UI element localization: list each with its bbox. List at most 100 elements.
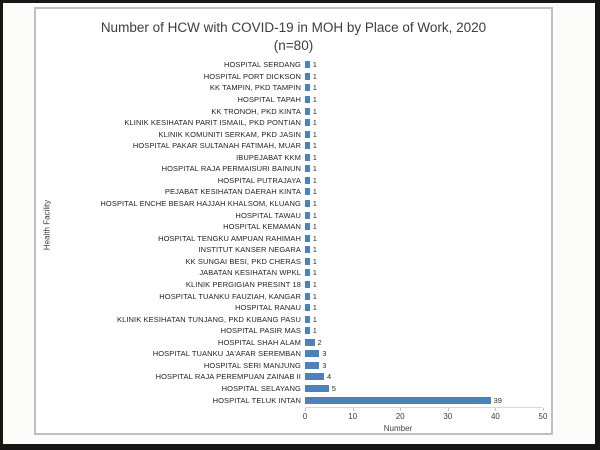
- category-label: KLINIK KESIHATAN PARIT ISMAIL, PKD PONTI…: [124, 118, 301, 128]
- bar: [305, 130, 310, 138]
- bar: [305, 361, 320, 369]
- category-label: KLINIK KOMUNITI SERKAM, PKD JASIN: [158, 129, 301, 139]
- category-label: HOSPITAL SERI MANJUNG: [203, 360, 301, 370]
- bar: [305, 280, 310, 288]
- value-label: 1: [312, 118, 317, 128]
- bar-row: HOSPITAL RAJA PERMAISURI BAINUN 1: [36, 163, 551, 175]
- bar: [305, 119, 310, 127]
- bar: [305, 142, 310, 150]
- bar: [305, 188, 310, 196]
- bar: [305, 304, 310, 312]
- value-label: 1: [312, 279, 317, 289]
- bar-row: JABATAN KESIHATAN WPKL 1: [36, 267, 551, 279]
- bar: [305, 234, 310, 242]
- category-label: HOSPITAL RAJA PEREMPUAN ZAINAB II: [155, 372, 301, 382]
- value-label: 1: [312, 326, 317, 336]
- category-label: IBUPEJABAT KKM: [236, 152, 301, 162]
- bar: [305, 211, 310, 219]
- bar: [305, 338, 315, 346]
- category-label: HOSPITAL TAWAU: [235, 210, 301, 220]
- bar-row: HOSPITAL SHAH ALAM 2: [36, 337, 551, 349]
- category-label: PEJABAT KESIHATAN DAERAH KINTA: [164, 187, 301, 197]
- category-label: HOSPITAL SHAH ALAM: [217, 337, 301, 347]
- bar: [305, 153, 310, 161]
- bar-row: KK SUNGAI BESI, PKD CHERAS 1: [36, 256, 551, 268]
- x-tick-mark: [447, 408, 449, 411]
- bar-row: HOSPITAL PUTRAJAYA 1: [36, 175, 551, 187]
- category-label: HOSPITAL PORT DICKSON: [203, 71, 301, 81]
- value-label: 1: [312, 256, 317, 266]
- bar-row: HOSPITAL RANAU 1: [36, 302, 551, 314]
- plot-area: HOSPITAL SERDANG 1 HOSPITAL PORT DICKSON 1 K…: [36, 59, 551, 406]
- bar: [305, 396, 491, 404]
- category-label: HOSPITAL TUANKU FAUZIAH, KANGAR: [159, 291, 301, 301]
- bar-row: IBUPEJABAT KKM 1: [36, 152, 551, 164]
- bar: [305, 315, 310, 323]
- bar: [305, 200, 310, 208]
- x-tick-label: 10: [348, 412, 358, 421]
- bar-row: KLINIK KESIHATAN PARIT ISMAIL, PKD PONTI…: [36, 117, 551, 129]
- bar: [305, 107, 310, 115]
- x-axis-title: Number: [383, 424, 413, 433]
- bar: [305, 385, 329, 393]
- category-label: JABATAN KESIHATAN WPKL: [199, 268, 301, 278]
- bar-row: HOSPITAL TAPAH 1: [36, 94, 551, 106]
- bar-row: KLINIK KESIHATAN TUNJANG, PKD KUBANG PAS…: [36, 313, 551, 325]
- value-label: 5: [331, 384, 336, 394]
- bar: [305, 223, 310, 231]
- value-label: 1: [312, 164, 317, 174]
- bar-row: HOSPITAL SERDANG 1: [36, 59, 551, 71]
- value-label: 1: [312, 141, 317, 151]
- value-label: 1: [312, 83, 317, 93]
- value-label: 1: [312, 60, 317, 70]
- x-tick-label: 30: [443, 412, 453, 421]
- category-label: KLINIK PERGIGIAN PRESINT 18: [185, 279, 301, 289]
- x-tick-mark: [305, 408, 306, 411]
- category-label: HOSPITAL TAPAH: [237, 94, 301, 104]
- bar-row: HOSPITAL PASIR MAS 1: [36, 325, 551, 337]
- bar-row: HOSPITAL KEMAMAN 1: [36, 221, 551, 233]
- bar: [305, 373, 325, 381]
- x-tick-mark: [495, 408, 497, 411]
- value-label: 1: [312, 233, 317, 243]
- value-label: 1: [312, 199, 317, 209]
- bar: [305, 350, 320, 358]
- bar: [305, 327, 310, 335]
- value-label: 4: [327, 372, 332, 382]
- category-label: HOSPITAL KEMAMAN: [223, 222, 301, 232]
- category-label: HOSPITAL TENGKU AMPUAN RAHIMAH: [158, 233, 301, 243]
- value-label: 1: [312, 222, 317, 232]
- category-label: KK TRONOH, PKD KINTA: [211, 106, 301, 116]
- bar-row: PEJABAT KESIHATAN DAERAH KINTA 1: [36, 186, 551, 198]
- category-label: HOSPITAL RAJA PERMAISURI BAINUN: [161, 164, 301, 174]
- category-label: KK TAMPIN, PKD TAMPIN: [209, 83, 301, 93]
- bar-row: HOSPITAL PORT DICKSON 1: [36, 71, 551, 83]
- bar: [305, 95, 310, 103]
- bar-row: HOSPITAL TAWAU 1: [36, 209, 551, 221]
- value-label: 1: [312, 71, 317, 81]
- bar: [305, 269, 310, 277]
- category-label: HOSPITAL SERDANG: [223, 60, 301, 70]
- chart-subtitle: (n=80): [273, 38, 314, 53]
- bar-row: INSTITUT KANSER NEGARA 1: [36, 244, 551, 256]
- category-label: HOSPITAL PAKAR SULTANAH FATIMAH, MUAR: [132, 141, 301, 151]
- bar: [305, 246, 310, 254]
- bar: [305, 72, 310, 80]
- bar-row: KLINIK PERGIGIAN PRESINT 18 1: [36, 279, 551, 291]
- x-axis-line: [305, 407, 543, 408]
- chart-title: Number of HCW with COVID-19 in MOH by Pl…: [100, 20, 487, 35]
- value-label: 1: [312, 210, 317, 220]
- x-tick-label: 0: [302, 412, 308, 421]
- x-tick-label: 40: [490, 412, 500, 421]
- bar-row: KK TRONOH, PKD KINTA 1: [36, 105, 551, 117]
- bar-row: HOSPITAL TELUK INTAN 39: [36, 394, 551, 406]
- value-label: 3: [322, 349, 327, 359]
- bar-row: KK TAMPIN, PKD TAMPIN 1: [36, 82, 551, 94]
- category-label: HOSPITAL TUANKU JA'AFAR SEREMBAN: [152, 349, 301, 359]
- value-label: 1: [312, 94, 317, 104]
- value-label: 1: [312, 152, 317, 162]
- bar-row: HOSPITAL SERI MANJUNG 3: [36, 360, 551, 372]
- value-label: 39: [493, 395, 502, 405]
- bar-row: HOSPITAL SELAYANG 5: [36, 383, 551, 395]
